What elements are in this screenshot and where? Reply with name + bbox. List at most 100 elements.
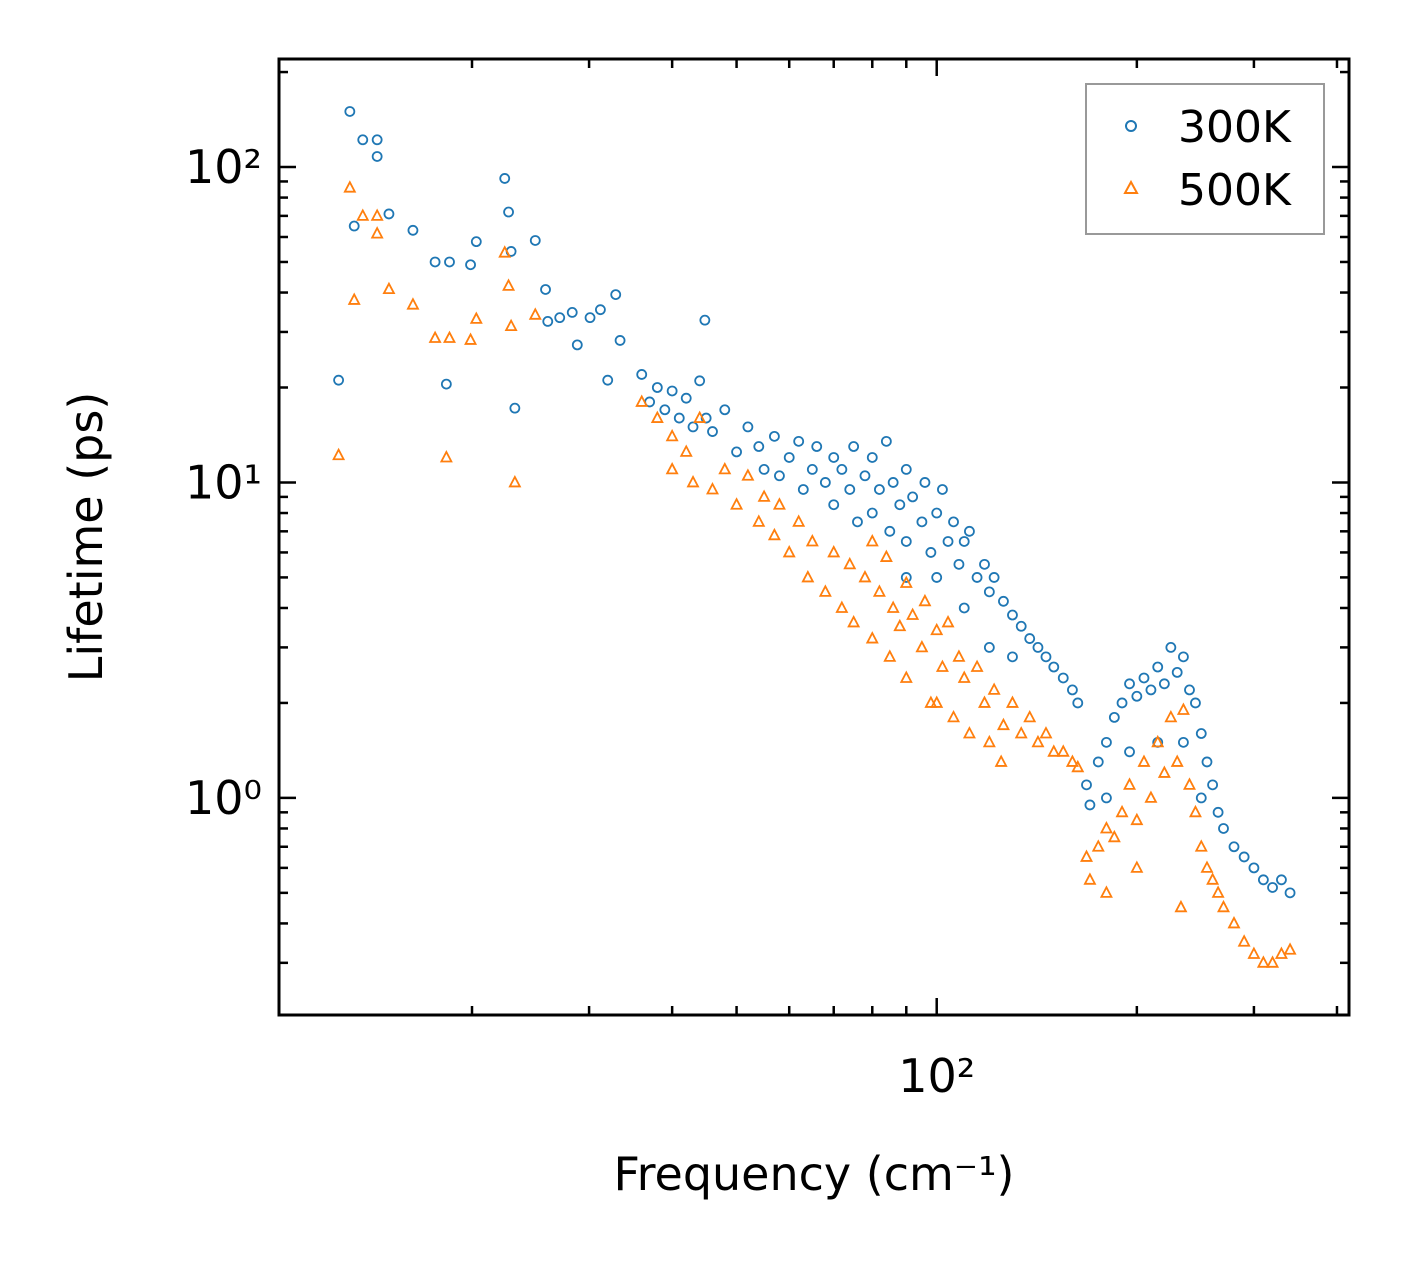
point-300k: [844, 484, 856, 495]
point-300k: [769, 430, 780, 442]
point-300k: [1152, 661, 1164, 673]
point-300k: [828, 452, 840, 463]
point-500k: [1164, 709, 1178, 723]
point-500k: [635, 394, 649, 407]
point-300k: [566, 307, 578, 318]
point-500k: [1182, 777, 1196, 790]
point-500k: [1137, 754, 1151, 767]
point-300k: [1248, 862, 1260, 874]
point-300k: [742, 421, 754, 433]
point-300k: [971, 572, 983, 583]
point-300k: [1081, 779, 1092, 791]
point-300k: [554, 312, 566, 324]
point-300k: [983, 586, 995, 598]
point-500k: [1065, 754, 1079, 767]
point-500k: [879, 549, 893, 562]
point-300k: [707, 426, 718, 437]
point-300k: [880, 435, 892, 447]
x-tick-label: 10²: [898, 1049, 975, 1103]
point-500k: [508, 475, 522, 488]
point-300k: [1040, 651, 1052, 663]
point-300k: [529, 235, 541, 246]
point-500k: [665, 428, 679, 442]
point-500k: [1206, 872, 1220, 885]
point-300k: [680, 392, 692, 404]
point-500k: [718, 461, 732, 475]
point-500k: [343, 180, 357, 193]
point-300k: [699, 314, 711, 326]
point-500k: [502, 278, 516, 291]
point-500k: [952, 649, 966, 662]
point-500k: [1176, 702, 1190, 715]
point-300k: [866, 452, 878, 463]
point-300k: [1171, 666, 1183, 678]
point-300k: [499, 173, 511, 184]
point-500k: [1237, 934, 1251, 947]
point-300k: [931, 507, 943, 519]
point-500k: [970, 659, 984, 672]
point-300k: [542, 316, 554, 327]
point-500k: [528, 307, 542, 320]
tick-labels: 10² 10⁰ 10¹ 10²: [185, 140, 975, 1103]
point-300k: [998, 595, 1009, 607]
point-300k: [1178, 651, 1189, 663]
point-500k: [665, 461, 679, 475]
point-300k: [859, 470, 871, 482]
point-500k: [1151, 734, 1165, 748]
point-300k: [1057, 672, 1069, 684]
point-300k: [1195, 792, 1207, 804]
point-300k: [1190, 697, 1201, 709]
point-300k: [731, 446, 742, 458]
point-500k: [1115, 804, 1129, 818]
point-300k: [1195, 728, 1207, 739]
point-500k: [982, 734, 996, 748]
point-300k: [983, 641, 995, 653]
point-300k: [1184, 684, 1195, 696]
point-500k: [741, 468, 755, 481]
point-500k: [767, 527, 781, 541]
point-300k: [1138, 672, 1150, 684]
point-300k: [866, 507, 878, 519]
point-500k: [679, 444, 693, 457]
point-500k: [382, 281, 396, 295]
point-300k: [1116, 697, 1128, 709]
point-500k: [805, 534, 819, 547]
point-500k: [1130, 812, 1144, 826]
point-500k: [827, 545, 841, 558]
point-300k: [931, 572, 943, 583]
point-300k: [344, 106, 356, 117]
point-300k: [571, 339, 583, 351]
point-300k: [937, 484, 948, 495]
point-500k: [356, 208, 370, 221]
point-500k: [1014, 726, 1028, 739]
point-500k: [1188, 804, 1202, 818]
point-300k: [651, 382, 663, 393]
point-300k: [900, 463, 912, 475]
point-300k: [774, 470, 785, 482]
point-500k: [1047, 744, 1061, 757]
point-500k: [941, 614, 955, 628]
point-500k: [935, 659, 949, 672]
point-300k: [964, 525, 975, 537]
point-500k: [899, 670, 913, 683]
point-500k: [1144, 790, 1158, 803]
point-300k: [836, 463, 848, 475]
point-500k: [1039, 726, 1053, 739]
legend-box: [1085, 83, 1325, 235]
point-300k: [958, 536, 970, 547]
point-300k: [979, 558, 990, 570]
point-300k: [1024, 633, 1036, 644]
point-500k: [947, 709, 961, 723]
point-300k: [719, 404, 731, 416]
point-300k: [1201, 756, 1213, 768]
point-300k: [1101, 792, 1112, 804]
point-500k: [1200, 860, 1214, 873]
point-300k: [758, 463, 770, 475]
point-300k: [348, 220, 360, 232]
point-300k: [687, 421, 699, 433]
point-300k: [925, 547, 937, 558]
point-500k: [893, 618, 907, 632]
point-500k: [370, 208, 384, 221]
point-300k: [900, 536, 912, 547]
point-500k: [332, 447, 346, 461]
